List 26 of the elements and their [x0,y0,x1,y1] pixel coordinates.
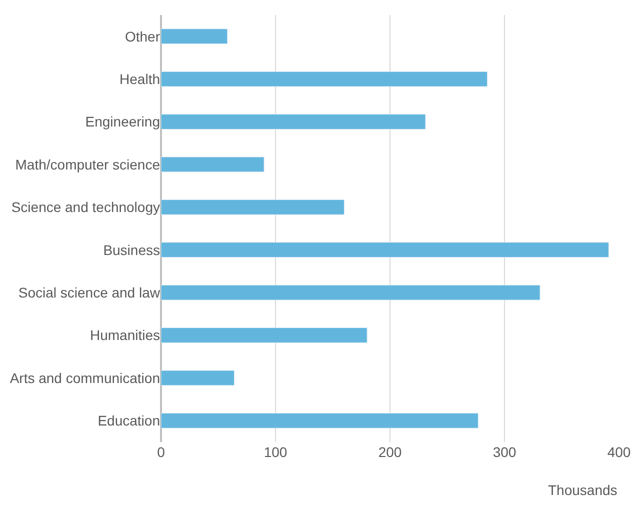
y-tick-label: Business [103,242,160,258]
bar [161,156,264,172]
y-tick-label: Math/computer science [15,156,160,172]
bar [161,284,540,300]
y-tick-label: Science and technology [11,199,160,216]
x-tick-label: 100 [264,444,288,460]
y-tick-label: Arts and communication [10,370,160,386]
y-tick-label: Other [124,28,160,44]
bar [161,114,426,130]
x-tick-label: 300 [492,444,516,460]
y-tick-label: Humanities [90,327,160,344]
x-tick-label: 200 [378,444,402,460]
bar [161,370,235,386]
y-tick-label: Social science and law [18,284,161,300]
x-tick-label: 0 [157,444,166,460]
bar [161,242,609,258]
y-tick-label: Health [120,70,160,87]
bar [161,412,478,428]
y-tick-label: Education [98,412,160,429]
y-tick-label: Engineering [85,114,160,130]
bar [161,28,228,44]
x-axis-title: Thousands [548,482,618,498]
bar [161,71,488,87]
bar [161,199,344,215]
x-tick-label: 400 [607,444,631,460]
bar [161,328,368,343]
